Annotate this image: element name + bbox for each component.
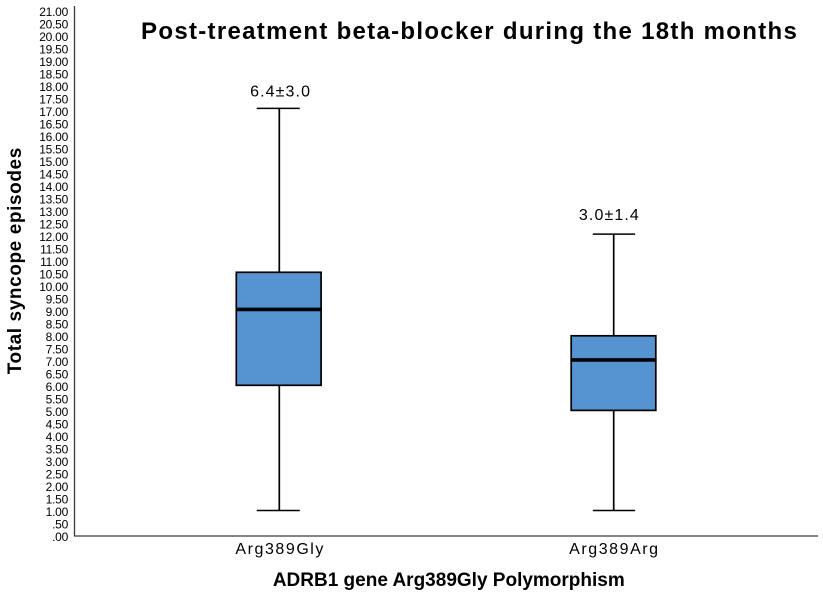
svg-text:Arg389Arg: Arg389Arg	[569, 541, 659, 558]
svg-text:2.00: 2.00	[46, 480, 69, 494]
svg-text:11.00: 11.00	[40, 255, 68, 269]
svg-text:11.50: 11.50	[40, 243, 68, 257]
svg-text:7.50: 7.50	[46, 343, 69, 357]
svg-text:8.00: 8.00	[46, 330, 69, 344]
svg-text:14.00: 14.00	[39, 180, 68, 194]
svg-text:1.00: 1.00	[46, 505, 69, 519]
svg-text:ADRB1 gene Arg389Gly Polymorph: ADRB1 gene Arg389Gly Polymorphism	[273, 570, 625, 591]
svg-text:Arg389Gly: Arg389Gly	[235, 541, 325, 558]
svg-text:10.00: 10.00	[39, 280, 68, 294]
svg-text:20.00: 20.00	[39, 30, 68, 44]
svg-text:17.00: 17.00	[39, 105, 68, 119]
svg-text:8.50: 8.50	[46, 318, 69, 332]
svg-text:6.4±3.0: 6.4±3.0	[250, 84, 311, 101]
svg-text:5.00: 5.00	[46, 405, 69, 419]
svg-text:9.50: 9.50	[46, 293, 69, 307]
svg-text:5.50: 5.50	[46, 393, 69, 407]
svg-text:7.00: 7.00	[46, 355, 69, 369]
svg-text:4.00: 4.00	[46, 430, 69, 444]
svg-text:12.00: 12.00	[39, 230, 68, 244]
svg-text:10.50: 10.50	[39, 268, 68, 282]
svg-text:18.50: 18.50	[39, 68, 68, 82]
svg-text:13.50: 13.50	[39, 193, 68, 207]
svg-text:19.00: 19.00	[39, 55, 68, 69]
svg-text:3.0±1.4: 3.0±1.4	[579, 207, 640, 224]
svg-text:.50: .50	[52, 518, 69, 532]
svg-text:.00: .00	[52, 530, 69, 544]
svg-text:17.50: 17.50	[39, 93, 68, 107]
svg-text:13.00: 13.00	[39, 205, 68, 219]
svg-text:15.50: 15.50	[39, 143, 68, 157]
svg-text:Post-treatment beta-blocker du: Post-treatment beta-blocker during the 1…	[141, 18, 798, 45]
svg-text:3.00: 3.00	[46, 455, 69, 469]
svg-text:12.50: 12.50	[39, 218, 68, 232]
svg-text:6.00: 6.00	[46, 380, 69, 394]
svg-text:15.00: 15.00	[39, 155, 68, 169]
svg-text:21.00: 21.00	[39, 5, 68, 19]
svg-text:16.00: 16.00	[39, 130, 68, 144]
svg-text:19.50: 19.50	[39, 43, 68, 57]
svg-text:3.50: 3.50	[46, 443, 69, 457]
svg-text:1.50: 1.50	[46, 493, 69, 507]
svg-text:18.00: 18.00	[39, 80, 68, 94]
svg-text:4.50: 4.50	[46, 418, 69, 432]
svg-text:14.50: 14.50	[39, 168, 68, 182]
svg-text:16.50: 16.50	[39, 118, 68, 132]
svg-text:9.00: 9.00	[46, 305, 69, 319]
svg-text:Total syncope episodes: Total syncope episodes	[5, 147, 26, 374]
svg-text:6.50: 6.50	[46, 368, 69, 382]
svg-text:20.50: 20.50	[39, 18, 68, 32]
svg-text:2.50: 2.50	[46, 468, 69, 482]
